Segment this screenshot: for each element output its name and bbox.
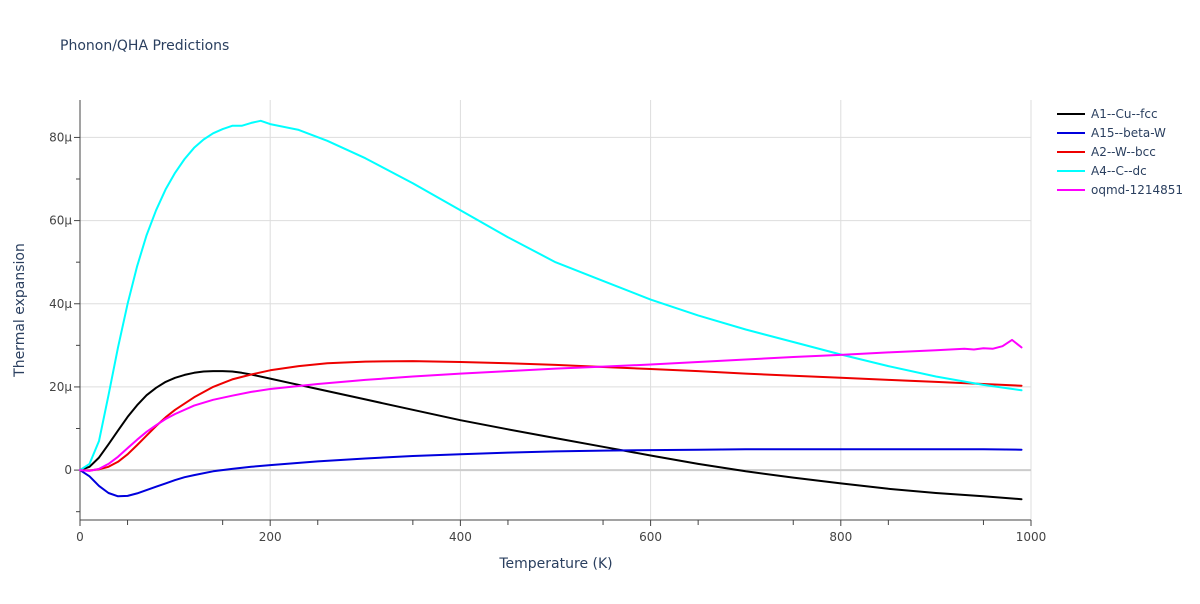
axis-layer: 0 200 400 600 800 1000 0 20μ 40μ 60μ 80μ	[49, 100, 1046, 544]
grid-layer	[80, 100, 1032, 520]
series-line-A15--beta-W[interactable]	[79, 448, 1023, 498]
x-tick-label: 0	[76, 530, 84, 544]
legend-label: oqmd-1214851	[1091, 183, 1183, 197]
legend-label: A2--W--bcc	[1091, 145, 1156, 159]
legend-item[interactable]: A15--beta-W	[1057, 126, 1166, 140]
y-tick-label: 80μ	[49, 130, 72, 144]
legend-item[interactable]: A4--C--dc	[1057, 164, 1147, 178]
y-axis-title: Thermal expansion	[12, 243, 28, 378]
series-line-oqmd-1214851[interactable]	[79, 338, 1023, 472]
series-layer	[79, 119, 1023, 501]
series-line-A2--W--bcc[interactable]	[79, 360, 1023, 472]
x-tick-label: 400	[449, 530, 472, 544]
legend-item[interactable]: A2--W--bcc	[1057, 145, 1156, 159]
legend: A1--Cu--fcc A15--beta-W A2--W--bcc A4--C--d…	[1057, 107, 1183, 197]
series-line-A4--C--dc[interactable]	[79, 119, 1023, 472]
legend-item[interactable]: A1--Cu--fcc	[1057, 107, 1158, 121]
x-axis-title: Temperature (K)	[498, 556, 612, 572]
legend-label: A1--Cu--fcc	[1091, 107, 1158, 121]
chart-title: Phonon/QHA Predictions	[60, 38, 229, 54]
x-tick-label: 600	[639, 530, 662, 544]
legend-item[interactable]: oqmd-1214851	[1057, 183, 1183, 197]
y-tick-label: 20μ	[49, 380, 72, 394]
series-line-A1--Cu--fcc[interactable]	[79, 370, 1023, 501]
legend-label: A15--beta-W	[1091, 126, 1166, 140]
legend-label: A4--C--dc	[1091, 164, 1147, 178]
y-tick-label: 40μ	[49, 297, 72, 311]
x-tick-label: 800	[829, 530, 852, 544]
x-tick-label: 200	[259, 530, 282, 544]
y-tick-label: 60μ	[49, 214, 72, 228]
x-tick-label: 1000	[1016, 530, 1047, 544]
y-tick-label: 0	[64, 463, 72, 477]
